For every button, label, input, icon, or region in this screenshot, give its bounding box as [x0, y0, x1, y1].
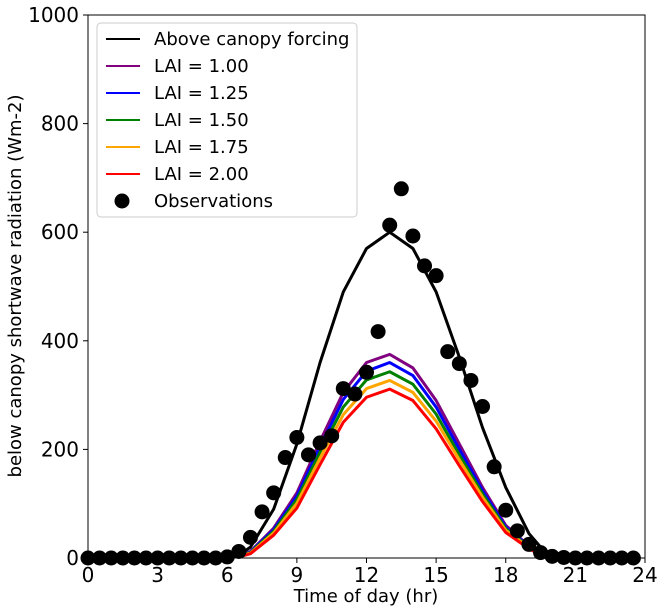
x-tick-label-1: 3 [151, 563, 164, 587]
y-tick-label-1: 200 [41, 437, 79, 461]
observation-point-18 [289, 429, 305, 445]
observation-point-39 [533, 545, 549, 561]
x-tick-label-8: 24 [632, 563, 657, 587]
x-tick-label-2: 6 [221, 563, 234, 587]
observation-point-33 [463, 372, 479, 388]
y-axis-ticks: 0 200 400 600 800 1000 [28, 3, 88, 570]
observation-point-26 [382, 217, 398, 233]
observation-point-20 [312, 435, 328, 451]
observation-point-34 [475, 399, 491, 414]
series-line-4 [88, 378, 635, 558]
observation-point-40 [544, 548, 560, 564]
observation-point-22 [335, 381, 351, 397]
legend-swatch-observations [114, 193, 130, 209]
series-line-5 [88, 387, 635, 558]
observation-point-28 [405, 228, 421, 244]
y-tick-label-4: 800 [41, 112, 79, 136]
observation-point-13 [231, 543, 247, 559]
observation-point-29 [417, 258, 433, 274]
y-axis-label: below canopy shortwave radiation (Wm-2) [5, 95, 26, 478]
x-axis-label: Time of day (hr) [293, 586, 439, 607]
observation-point-17 [277, 450, 293, 466]
observation-point-14 [242, 529, 258, 545]
observation-point-27 [393, 181, 409, 197]
observation-point-41 [556, 549, 572, 565]
observation-point-31 [440, 344, 456, 360]
observation-point-25 [370, 324, 386, 340]
x-tick-label-3: 9 [291, 563, 304, 587]
legend-box [96, 22, 358, 218]
x-tick-label-5: 15 [423, 563, 448, 587]
observation-point-36 [498, 502, 514, 518]
legend: Above canopy forcing LAI = 1.00 LAI = 1.25… [96, 22, 358, 218]
observation-point-19 [300, 447, 316, 463]
observation-point-37 [509, 523, 525, 539]
observation-point-35 [486, 459, 502, 475]
y-tick-label-2: 400 [41, 329, 79, 353]
legend-label-4: LAI = 1.75 [154, 137, 249, 158]
legend-label-1: LAI = 1.00 [154, 56, 249, 77]
observation-point-12 [219, 549, 235, 565]
x-tick-label-0: 0 [82, 563, 95, 587]
observation-point-16 [266, 485, 282, 501]
x-tick-label-4: 12 [354, 563, 379, 587]
y-tick-label-5: 1000 [28, 3, 79, 27]
observation-point-24 [359, 364, 374, 380]
legend-label-observations: Observations [154, 191, 273, 212]
y-tick-label-0: 0 [66, 546, 79, 570]
x-tick-label-6: 18 [493, 563, 518, 587]
legend-label-2: LAI = 1.25 [154, 83, 249, 104]
observation-point-30 [428, 268, 444, 284]
legend-label-3: LAI = 1.50 [154, 110, 249, 131]
series-line-3 [88, 370, 635, 558]
legend-label-0: Above canopy forcing [154, 29, 349, 50]
x-tick-label-7: 21 [563, 563, 588, 587]
observation-point-15 [254, 504, 270, 520]
observation-point-21 [324, 428, 340, 444]
observation-point-23 [347, 386, 363, 402]
y-tick-label-3: 600 [41, 220, 79, 244]
observation-point-32 [451, 356, 467, 372]
legend-label-5: LAI = 2.00 [154, 164, 249, 185]
observation-points [80, 181, 641, 566]
observation-point-38 [521, 536, 537, 552]
x-axis-ticks: 0 3 6 9 12 15 18 21 24 [82, 558, 658, 587]
